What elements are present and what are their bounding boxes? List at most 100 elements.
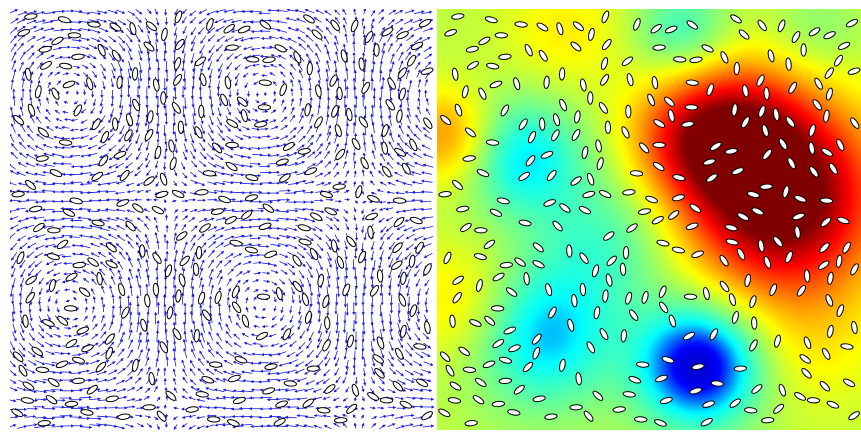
ellipsoidal-particle [369,284,379,297]
ellipsoidal-particle [179,255,190,267]
velocity-arrow [287,26,298,32]
velocity-arrow [34,244,45,250]
velocity-arrow [306,44,314,53]
velocity-arrow [317,332,323,343]
ellipsoidal-particle [144,128,154,141]
velocity-arrow [240,37,251,42]
velocity-arrow [143,208,150,213]
ellipsoidal-particle [173,74,183,86]
velocity-arrow [73,296,77,301]
velocity-arrow [273,305,277,312]
velocity-arrow [335,376,341,384]
velocity-arrow [17,11,28,16]
velocity-arrow [181,395,188,400]
velocity-arrow [233,342,242,348]
velocity-arrow [90,37,101,42]
velocity-arrow [252,279,260,283]
velocity-arrow [413,370,424,376]
velocity-arrow [196,416,205,420]
velocity-arrow [135,16,142,23]
velocity-arrow [182,376,188,384]
velocity-arrow [191,77,195,90]
velocity-arrow [420,190,433,194]
ellipsoidal-particle [73,104,83,117]
velocity-arrow [386,232,394,240]
velocity-arrow [100,323,106,331]
velocity-arrow [129,284,133,297]
velocity-arrow [198,405,208,409]
velocity-arrow [11,123,16,133]
velocity-arrow [421,10,433,15]
ellipsoidal-particle [220,93,229,107]
velocity-arrow [173,232,177,241]
ellipsoidal-particle [346,107,353,122]
ellipsoidal-particle [579,282,587,297]
ellipsoidal-particle [398,87,406,101]
ellipsoidal-particle [379,397,394,404]
velocity-arrow [317,339,323,349]
velocity-arrow [119,251,126,260]
ellipsoidal-particle [420,67,434,75]
velocity-arrow [137,368,143,376]
velocity-arrow [19,259,26,269]
velocity-arrow [306,277,312,288]
velocity-arrow [325,78,329,90]
velocity-arrow [107,9,119,14]
velocity-arrow [172,123,176,136]
velocity-arrow [190,386,198,392]
velocity-arrow [206,414,217,418]
velocity-arrow [65,299,70,303]
velocity-arrow [404,413,415,418]
velocity-arrow [386,201,395,205]
velocity-arrow [201,322,205,334]
velocity-arrow [232,172,245,177]
velocity-arrow [42,416,56,420]
velocity-arrow [173,209,179,214]
velocity-arrow [19,51,26,60]
ellipsoidal-particle [257,104,272,111]
velocity-arrow [54,109,61,115]
velocity-arrow [145,283,149,296]
velocity-arrow [334,35,339,45]
velocity-arrow [379,284,383,297]
velocity-arrow [345,386,350,393]
velocity-arrow [138,142,143,152]
velocity-arrow [55,289,60,295]
velocity-arrow [56,80,62,86]
velocity-arrow [294,207,306,212]
velocity-arrow [147,69,151,82]
velocity-arrow [77,216,90,220]
ellipsoidal-particle [87,257,99,267]
velocity-arrow [198,160,207,168]
velocity-arrow [11,311,15,323]
ellipsoidal-particle [392,242,403,254]
velocity-arrow [389,132,395,142]
ellipsoidal-particle [330,19,340,32]
velocity-arrow [208,226,218,232]
ellipsoidal-particle [31,346,43,356]
velocity-arrow [231,181,244,185]
velocity-arrow [138,284,142,297]
velocity-arrow [53,28,65,32]
velocity-arrow [223,172,235,177]
velocity-arrow [324,357,331,367]
velocity-arrow [43,38,53,43]
velocity-arrow [299,330,306,340]
velocity-arrow [402,182,413,186]
velocity-arrow [405,233,415,240]
velocity-arrow [10,151,18,159]
velocity-arrow [173,34,178,45]
ellipsoidal-particle [306,61,313,76]
velocity-arrow [54,351,64,355]
velocity-arrow [361,180,365,187]
velocity-arrow [225,253,234,260]
velocity-arrow [288,359,298,365]
velocity-arrow [413,360,423,367]
velocity-arrow [101,285,105,294]
velocity-arrow [200,35,207,44]
velocity-arrow [268,35,279,39]
velocity-arrow [381,49,386,61]
velocity-arrow [312,388,322,393]
velocity-arrow [343,16,347,25]
